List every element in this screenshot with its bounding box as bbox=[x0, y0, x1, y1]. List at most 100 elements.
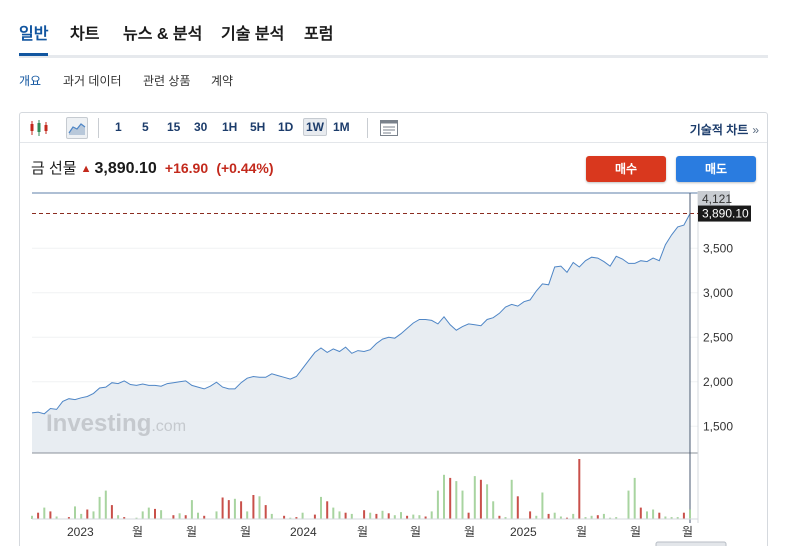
price-line bbox=[31, 213, 691, 415]
volume-bar bbox=[689, 509, 691, 519]
interval-5h[interactable]: 5H bbox=[250, 120, 266, 134]
volume-bar bbox=[529, 511, 532, 519]
volume-bar bbox=[344, 512, 347, 519]
x-axis-label: 2025 bbox=[510, 525, 537, 539]
volume-bar bbox=[566, 517, 568, 519]
volume-bar bbox=[584, 517, 587, 519]
tab-forum[interactable]: 포럼 bbox=[304, 26, 334, 43]
candlestick-icon[interactable] bbox=[28, 117, 50, 139]
interval-15[interactable]: 15 bbox=[167, 120, 181, 134]
volume-bar bbox=[252, 495, 255, 519]
volume-bar bbox=[639, 507, 642, 519]
x-axis-label: 2023 bbox=[67, 525, 94, 539]
volume-bar bbox=[572, 513, 575, 519]
volume-bar bbox=[486, 484, 489, 519]
main-tabs: 일반 차트 뉴스 & 분석 기술 분석 포럼 bbox=[19, 0, 768, 58]
y-crosshair-badge bbox=[698, 191, 730, 206]
subtab-historical-data[interactable]: 과거 데이터 bbox=[63, 74, 122, 88]
investing-watermark: Investing.com bbox=[46, 410, 186, 437]
volume-bar bbox=[387, 513, 390, 519]
volume-bar bbox=[264, 505, 267, 519]
interval-1d[interactable]: 1D bbox=[278, 120, 294, 134]
volume-bar bbox=[633, 477, 636, 519]
volume-bar bbox=[676, 517, 679, 519]
volume-bar bbox=[615, 517, 618, 519]
volume-bar bbox=[664, 516, 667, 519]
volume-bar bbox=[369, 512, 372, 519]
volume-bar bbox=[190, 500, 193, 519]
volume-bar bbox=[141, 511, 144, 519]
volume-bar bbox=[652, 509, 655, 519]
y-axis-label: 2,000 bbox=[703, 375, 733, 389]
volume-bar bbox=[160, 510, 163, 519]
volume-bar bbox=[320, 496, 322, 519]
interval-1[interactable]: 1 bbox=[115, 120, 122, 134]
volume-bar bbox=[338, 511, 341, 519]
chart-toolbar: 1 5 15 30 1H 5H 1D 1W 1M 기술적 차트» bbox=[20, 113, 767, 143]
price-chart[interactable]: Investing.com 1,500 2,000 2,500 3,000 3,500 4,… bbox=[20, 113, 768, 546]
volume-bar bbox=[246, 511, 249, 519]
subtab-contracts[interactable]: 계약 bbox=[211, 74, 234, 88]
tab-technical-analysis[interactable]: 기술 분석 bbox=[221, 26, 285, 43]
volume-bar bbox=[55, 516, 58, 519]
volume-bar bbox=[221, 497, 224, 519]
price-change: +16.90 bbox=[164, 160, 209, 176]
volume-bar bbox=[430, 511, 433, 519]
chart-settings-icon[interactable] bbox=[378, 117, 400, 139]
volume-bar bbox=[123, 517, 126, 519]
y-axis-label: 3,500 bbox=[703, 241, 733, 255]
volume-bar bbox=[43, 507, 46, 519]
volume-bar bbox=[283, 515, 286, 519]
interval-1h[interactable]: 1H bbox=[222, 120, 238, 134]
double-chevron-right-icon: » bbox=[752, 123, 759, 137]
volume-bar bbox=[240, 501, 243, 519]
tab-general[interactable]: 일반 bbox=[19, 20, 49, 56]
x-axis-label: 2024 bbox=[290, 525, 317, 539]
volume-bar bbox=[227, 500, 230, 519]
volume-bar bbox=[135, 517, 138, 519]
interval-5[interactable]: 5 bbox=[142, 120, 149, 134]
volume-bar bbox=[578, 459, 581, 519]
volume-bar bbox=[424, 516, 427, 519]
volume-bar bbox=[313, 514, 316, 519]
volume-bar bbox=[172, 515, 175, 519]
volume-bar bbox=[541, 492, 544, 519]
volume-bar bbox=[504, 517, 507, 519]
subtab-related-products[interactable]: 관련 상품 bbox=[143, 74, 191, 88]
interval-1w[interactable]: 1W bbox=[303, 118, 327, 136]
buy-button[interactable]: 매수 bbox=[586, 156, 666, 182]
volume-bar bbox=[590, 515, 593, 519]
volume-bar bbox=[332, 507, 335, 519]
volume-bar bbox=[258, 496, 261, 519]
volume-bar bbox=[553, 512, 556, 519]
volume-bar bbox=[461, 490, 464, 519]
toolbar-divider bbox=[367, 118, 368, 138]
volume-bar bbox=[436, 490, 439, 519]
volume-bar bbox=[455, 481, 458, 519]
tab-news-analysis[interactable]: 뉴스 & 분석 bbox=[123, 26, 203, 43]
x-axis-label: 월 bbox=[240, 525, 251, 539]
volume-bar bbox=[67, 517, 70, 519]
volume-bar bbox=[393, 515, 396, 519]
volume-bar bbox=[658, 512, 661, 519]
volume-bar bbox=[301, 512, 304, 519]
volume-bar bbox=[31, 515, 33, 519]
volume-bar bbox=[412, 514, 415, 519]
tab-chart[interactable]: 차트 bbox=[70, 26, 100, 43]
volume-bar bbox=[406, 515, 409, 519]
sell-button[interactable]: 매도 bbox=[676, 156, 756, 182]
interval-1m[interactable]: 1M bbox=[333, 120, 350, 134]
up-arrow-icon: ▲ bbox=[80, 163, 92, 175]
volume-bar bbox=[49, 511, 52, 519]
volume-bar bbox=[295, 517, 298, 519]
technical-chart-link[interactable]: 기술적 차트» bbox=[690, 121, 759, 138]
volume-bar bbox=[289, 517, 292, 519]
volume-bar bbox=[670, 517, 673, 519]
chart-widget: 1 5 15 30 1H 5H 1D 1W 1M 기술적 차트» 금 선물 ▲ 3,… bbox=[19, 112, 768, 546]
subtab-overview[interactable]: 개요 bbox=[19, 74, 42, 88]
interval-30[interactable]: 30 bbox=[194, 120, 208, 134]
price-area bbox=[32, 213, 690, 453]
volume-bar bbox=[559, 516, 562, 519]
volume-bar bbox=[215, 511, 218, 519]
area-chart-icon[interactable] bbox=[66, 117, 88, 139]
